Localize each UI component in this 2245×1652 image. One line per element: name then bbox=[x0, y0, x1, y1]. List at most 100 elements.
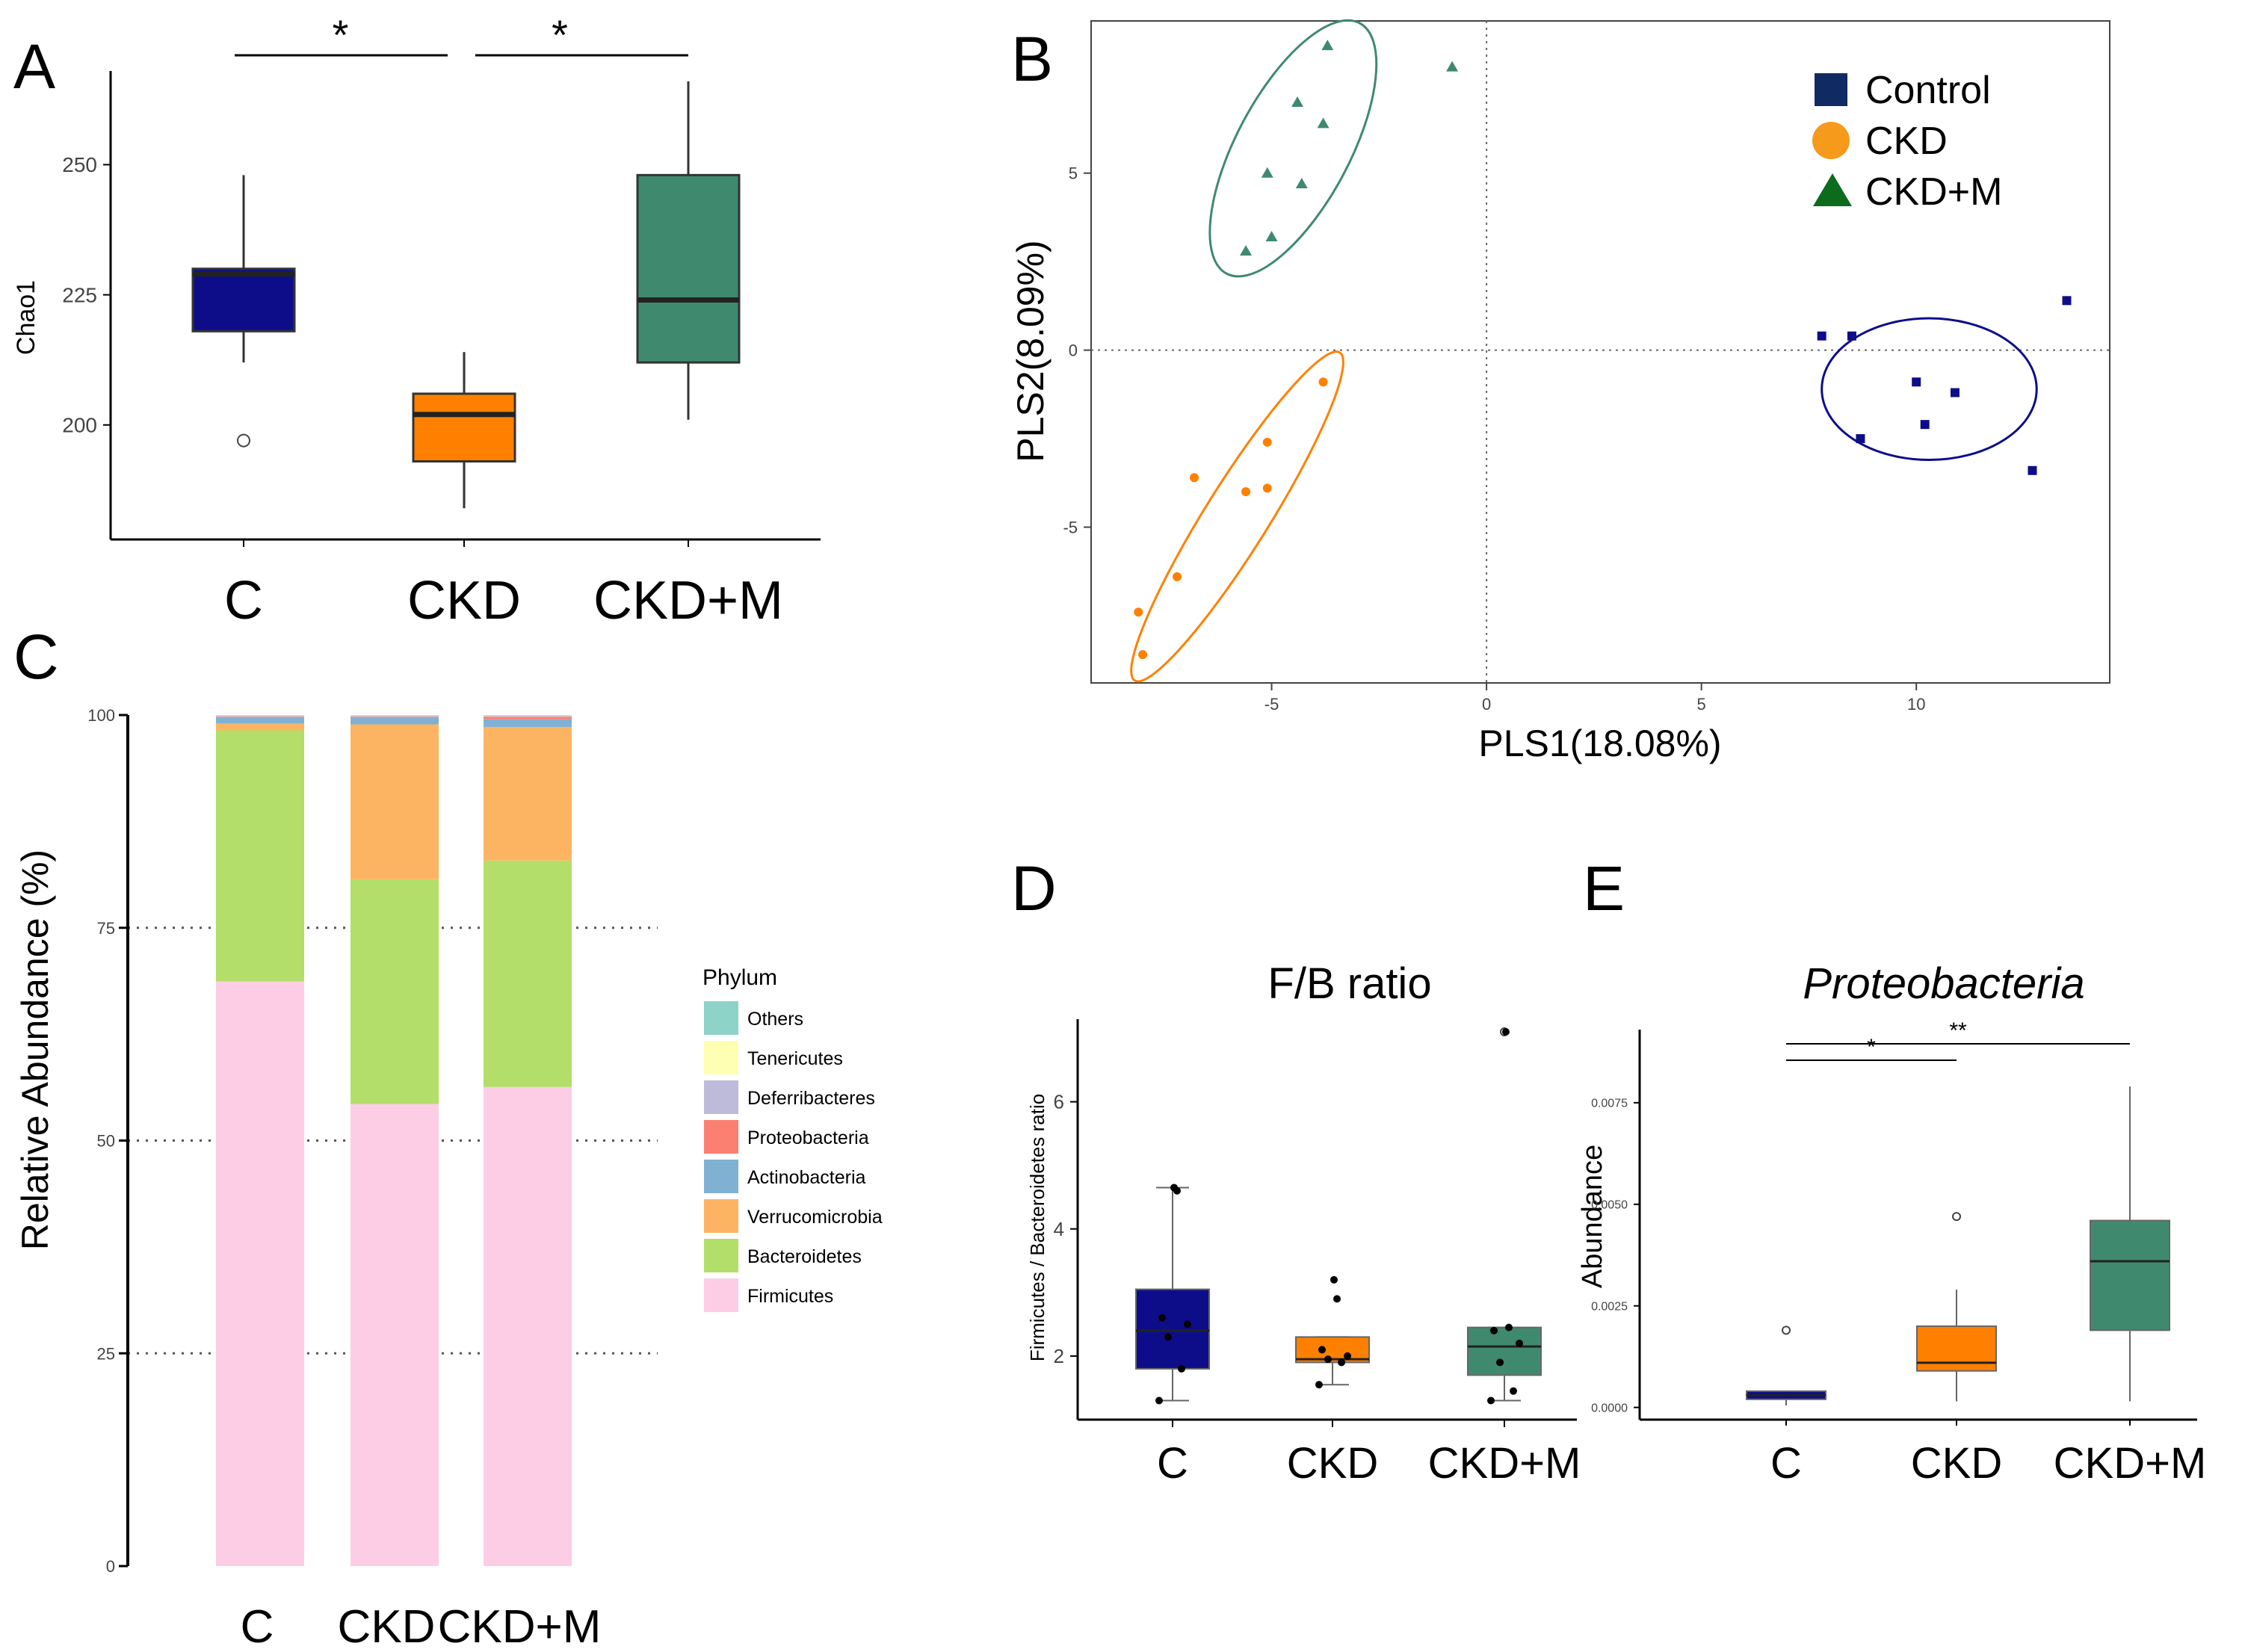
bar-segment-verrucomicrobia-ckd bbox=[351, 724, 439, 879]
y-tick-label: 100 bbox=[87, 706, 115, 725]
point-ckd-m bbox=[1291, 96, 1304, 107]
data-point-ckd bbox=[1333, 1295, 1341, 1303]
box-ckd-m bbox=[636, 173, 741, 364]
point-control bbox=[1856, 434, 1865, 444]
bar-segment-actinobacteria-ckd-m bbox=[484, 719, 572, 727]
legend-label-ckd: CKD bbox=[1865, 120, 1948, 163]
box-ckd bbox=[1916, 1325, 1997, 1372]
x-tick-label: -5 bbox=[1264, 695, 1279, 714]
bar-segment-firmicutes-ckd bbox=[351, 1104, 439, 1566]
data-point-c bbox=[1178, 1364, 1185, 1373]
x-tick-label-ckd-m: CKD+M bbox=[438, 1601, 602, 1652]
point-ckd-m bbox=[1295, 177, 1308, 188]
y-tick-label: 0.0075 bbox=[1591, 1097, 1628, 1110]
panel-c-label: C bbox=[13, 622, 59, 692]
y-tick-label: 0.0000 bbox=[1591, 1402, 1628, 1414]
y-tick-label: 4 bbox=[1054, 1218, 1064, 1240]
bar-segment-tenericutes-ckd-m bbox=[484, 715, 572, 717]
panel-d-ylabel: Firmicutes / Bacteroidetes ratio bbox=[1026, 1094, 1049, 1361]
data-point-ckd-m bbox=[1510, 1387, 1517, 1395]
bar-segment-others-ckd-m bbox=[484, 715, 572, 716]
significance-marker: ** bbox=[1949, 1018, 1967, 1043]
data-point-ckd-m bbox=[1516, 1339, 1523, 1347]
x-tick-label: 0 bbox=[1482, 695, 1491, 714]
y-tick-label: 200 bbox=[62, 414, 97, 437]
panel-b-xlabel: PLS1(18.08%) bbox=[1478, 723, 1721, 764]
legend-swatch-others bbox=[704, 1001, 738, 1035]
x-tick-label-ckd: CKD bbox=[1287, 1439, 1378, 1488]
panel-c-legend: Others Tenericutes Deferribacteres Proteoba… bbox=[704, 1001, 883, 1312]
box-c bbox=[1135, 1288, 1210, 1370]
point-ckd bbox=[1241, 487, 1251, 497]
legend-label-proteobacteria: Proteobacteria bbox=[747, 1127, 869, 1148]
panel-b: B -5 0 5 10 -5 0 5 PLS1(18.08%) PLS2(8.09%) Co… bbox=[1010, 19, 2110, 764]
data-point-ckd bbox=[1318, 1346, 1326, 1354]
point-ckd bbox=[1138, 650, 1148, 660]
point-control bbox=[2028, 465, 2037, 475]
bar-segment-tenericutes-c bbox=[216, 715, 304, 717]
confidence-ellipse-ckd-m bbox=[1208, 19, 1378, 278]
outlier-ckd bbox=[1952, 1212, 1961, 1222]
bar-segment-deferribacteres-c bbox=[216, 716, 304, 717]
panel-e-title: Proteobacteria bbox=[1803, 959, 2084, 1008]
legend-swatch-deferribacteres bbox=[704, 1080, 738, 1114]
data-point-c bbox=[1158, 1314, 1166, 1322]
x-tick-label-ckd-m: CKD+M bbox=[2054, 1439, 2207, 1488]
x-tick-label-ckd: CKD bbox=[1911, 1439, 2002, 1488]
legend-swatch-bacteroidetes bbox=[704, 1239, 738, 1272]
bar-segment-bacteroidetes-c bbox=[216, 730, 304, 982]
x-tick-label: 5 bbox=[1697, 695, 1706, 714]
bar-segment-others-ckd bbox=[351, 715, 439, 716]
x-tick-label-c: C bbox=[1770, 1439, 1802, 1488]
data-point-ckd-m bbox=[1502, 1028, 1510, 1036]
panel-d-label: D bbox=[1011, 853, 1057, 924]
y-tick-label: 6 bbox=[1054, 1091, 1064, 1113]
bar-segment-bacteroidetes-ckd bbox=[351, 879, 439, 1104]
x-tick-label-c: C bbox=[224, 571, 263, 631]
panel-b-frame bbox=[1090, 20, 2110, 684]
point-ckd bbox=[1262, 483, 1272, 493]
bar-segment-actinobacteria-c bbox=[216, 717, 304, 724]
panel-c-ylabel: Relative Abundance (%) bbox=[14, 850, 56, 1250]
significance-marker: * bbox=[1867, 1035, 1876, 1059]
point-ckd-m bbox=[1261, 167, 1273, 178]
y-tick-label: 50 bbox=[97, 1132, 115, 1151]
panel-e-label: E bbox=[1583, 853, 1625, 924]
data-point-ckd-m bbox=[1505, 1323, 1513, 1331]
legend-label-ckd-m: CKD+M bbox=[1865, 170, 2002, 214]
panel-d: D F/B ratio Firmicutes / Bacteroidetes r… bbox=[1011, 853, 1581, 1488]
data-point-ckd bbox=[1330, 1275, 1338, 1284]
x-tick-label-c: C bbox=[1157, 1439, 1188, 1488]
legend-swatch-control bbox=[1815, 73, 1847, 106]
legend-label-deferribacteres: Deferribacteres bbox=[747, 1088, 875, 1109]
legend-swatch-tenericutes bbox=[704, 1041, 738, 1074]
point-control bbox=[1912, 377, 1921, 387]
bar-segment-verrucomicrobia-c bbox=[216, 723, 304, 731]
y-tick-label: 0 bbox=[1069, 341, 1078, 360]
data-point-ckd-m bbox=[1487, 1396, 1495, 1405]
data-point-c bbox=[1155, 1396, 1163, 1405]
y-tick-label: 0.0025 bbox=[1591, 1300, 1628, 1313]
point-control bbox=[1920, 420, 1930, 430]
significance-marker: * bbox=[333, 11, 349, 58]
bar-segment-deferribacteres-ckd-m bbox=[484, 716, 572, 717]
box-ckd-m bbox=[2090, 1219, 2170, 1331]
legend-swatch-actinobacteria bbox=[704, 1160, 738, 1193]
panel-a-ylabel: Chao1 bbox=[12, 280, 40, 355]
legend-label-firmicutes: Firmicutes bbox=[747, 1286, 833, 1307]
point-ckd bbox=[1190, 473, 1199, 483]
x-tick-label-ckd: CKD bbox=[407, 571, 521, 631]
point-ckd-m bbox=[1240, 244, 1253, 256]
box-ckd-m bbox=[1467, 1326, 1542, 1376]
y-tick-label: 2 bbox=[1054, 1345, 1064, 1367]
legend-swatch-ckd bbox=[1812, 122, 1850, 159]
legend-label-verrucomicrobia: Verrucomicrobia bbox=[747, 1207, 883, 1228]
bar-segment-firmicutes-ckd-m bbox=[484, 1086, 572, 1566]
legend-label-control: Control bbox=[1865, 69, 1991, 112]
y-tick-label: 250 bbox=[62, 153, 97, 176]
panel-e: E Proteobacteria Abundance 0.0000 0.0025 0… bbox=[1577, 853, 2206, 1488]
point-control bbox=[1817, 331, 1826, 341]
outlier-c bbox=[237, 433, 250, 448]
bar-segment-proteobacteria-ckd-m bbox=[484, 717, 572, 720]
